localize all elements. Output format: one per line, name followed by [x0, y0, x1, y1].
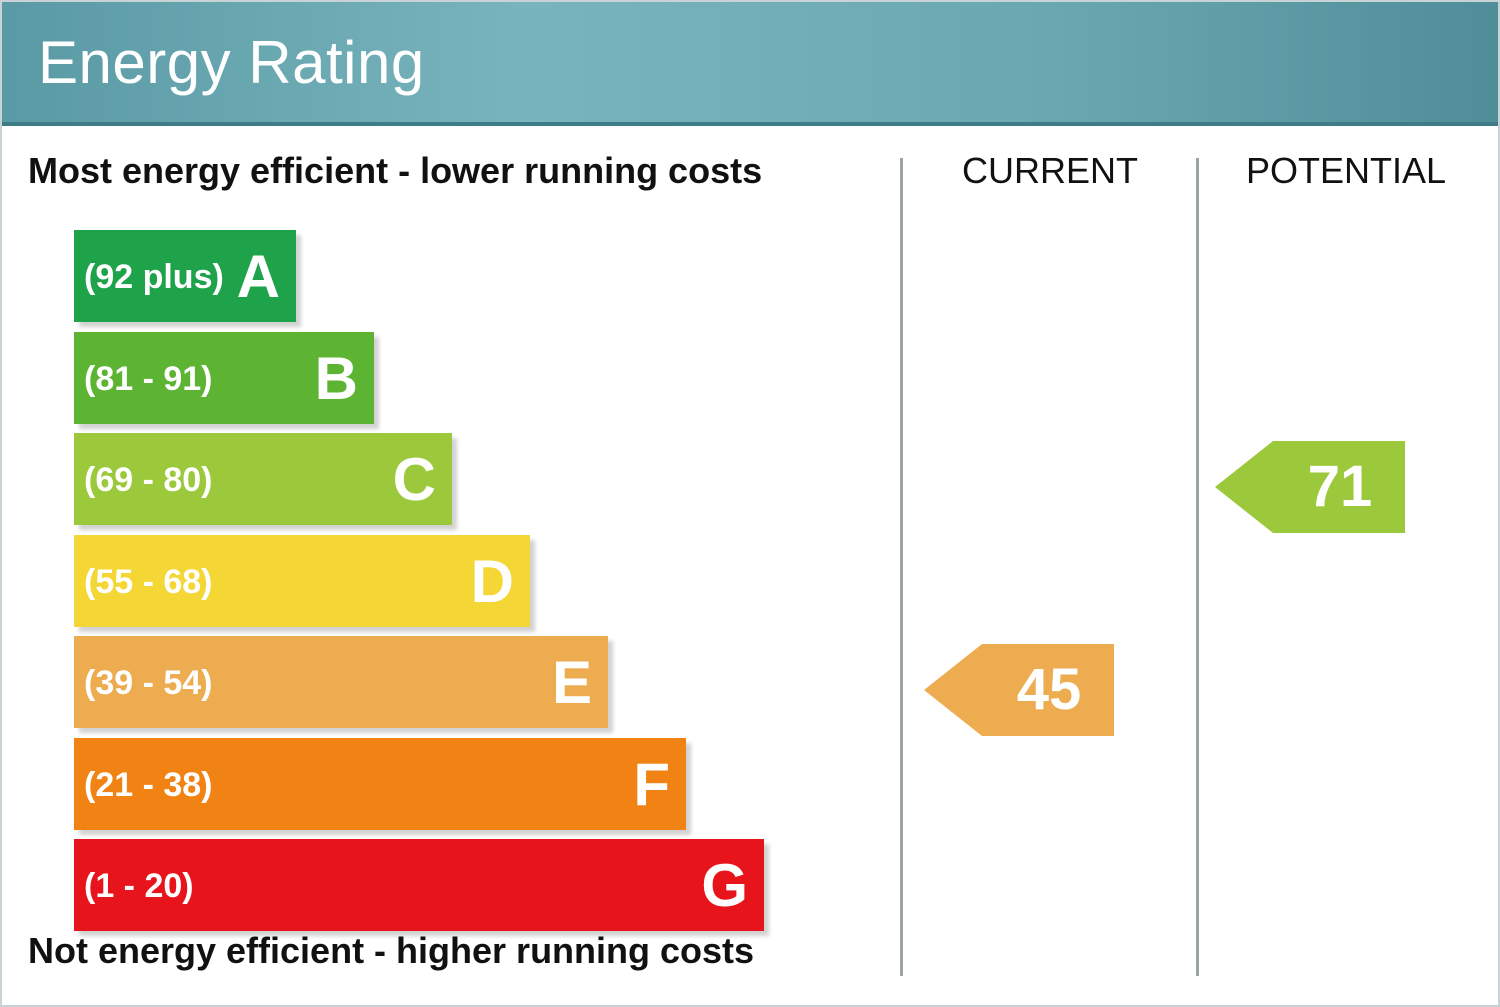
current-rating-arrow: 45: [924, 644, 1114, 736]
column-divider: [1196, 158, 1199, 976]
current-rating-arrow-shape: [924, 644, 1114, 736]
chart-title: Energy Rating: [38, 29, 425, 96]
potential-rating-arrow-value: 71: [1307, 454, 1373, 519]
band-a: (92 plus) A: [74, 230, 296, 322]
band-b: (81 - 91) B: [74, 332, 374, 424]
band-letter-label: A: [236, 243, 280, 310]
band-letter-label: F: [633, 751, 670, 818]
band-letter-label: C: [392, 446, 436, 513]
potential-rating-arrow: 71: [1215, 441, 1405, 533]
band-range-label: (92 plus): [84, 258, 224, 296]
current-rating-arrow-value: 45: [1016, 657, 1082, 722]
potential-rating-arrow-shape: [1215, 441, 1405, 533]
band-letter-label: E: [551, 649, 592, 716]
band-e: (39 - 54) E: [74, 636, 608, 728]
current-column-header: CURRENT: [962, 150, 1138, 191]
band-range-label: (55 - 68): [84, 563, 213, 601]
band-letter-label: D: [470, 548, 514, 615]
least-efficient-caption: Not energy efficient - higher running co…: [28, 930, 755, 971]
band-range-label: (21 - 38): [84, 766, 213, 804]
band-range-label: (69 - 80): [84, 461, 213, 499]
band-f: (21 - 38) F: [74, 738, 686, 830]
band-range-label: (81 - 91): [84, 360, 213, 398]
band-range-label: (39 - 54): [84, 664, 213, 702]
band-c: (69 - 80) C: [74, 433, 452, 525]
most-efficient-caption: Most energy efficient - lower running co…: [28, 150, 763, 191]
band-letter-label: G: [701, 852, 748, 919]
band-g: (1 - 20) G: [74, 839, 764, 931]
band-d: (55 - 68) D: [74, 535, 530, 627]
band-letter-label: B: [314, 345, 358, 412]
column-divider: [900, 158, 903, 976]
chart-header: Energy Rating: [2, 2, 1498, 126]
band-range-label: (1 - 20): [84, 867, 194, 905]
potential-column-header: POTENTIAL: [1245, 150, 1447, 191]
